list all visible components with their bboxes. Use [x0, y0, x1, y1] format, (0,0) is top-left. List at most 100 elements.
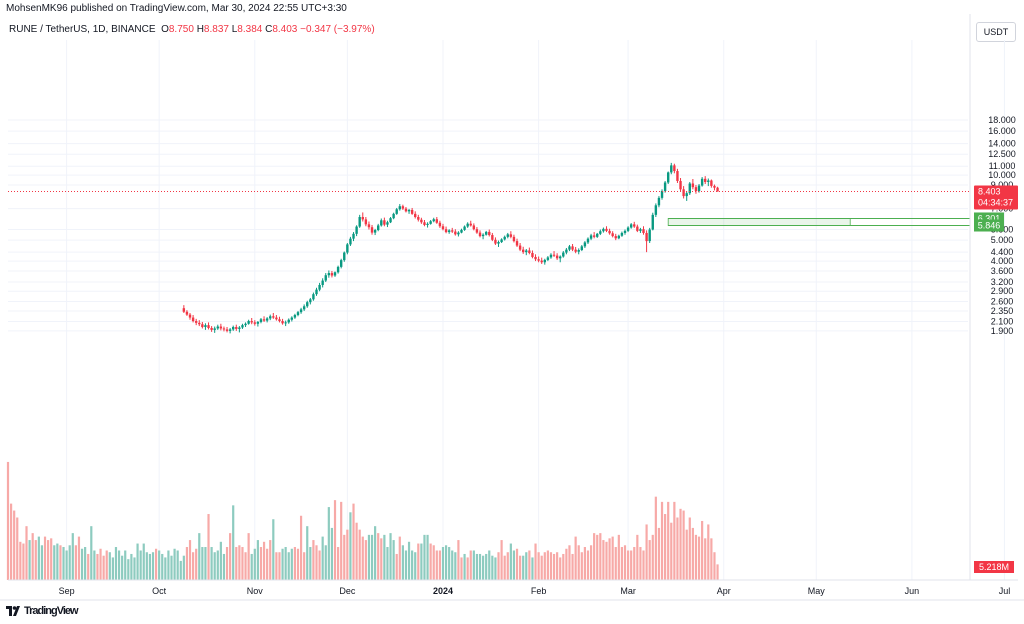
- time-axis: Sep Oct Nov Dec 2024 Feb Mar Apr May Jun Jul: [0, 579, 1024, 601]
- volume-bar: [269, 540, 272, 580]
- volume-bar: [336, 547, 340, 580]
- candle-body: [293, 315, 297, 318]
- volume-bar: [401, 545, 404, 580]
- candle-body: [330, 273, 334, 276]
- candle-body: [506, 234, 509, 237]
- last-price-label: 8.403: [978, 186, 1001, 196]
- price-tick-label: 3.600: [991, 266, 1014, 276]
- candle-body: [552, 254, 556, 256]
- change-value: −0.347 (−3.97%): [300, 24, 375, 35]
- candle-body: [697, 185, 701, 191]
- volume-bar: [278, 552, 281, 580]
- volume-bar: [549, 552, 553, 580]
- volume-bar: [429, 543, 432, 580]
- volume-bar: [500, 540, 503, 580]
- volume-bar: [701, 520, 704, 580]
- symbol-name[interactable]: RUNE / TetherUS, 1D, BINANCE: [9, 24, 156, 35]
- candle-body: [339, 260, 343, 267]
- volume-bar: [105, 550, 108, 580]
- candle-body: [235, 327, 238, 329]
- volume-bar: [577, 545, 580, 580]
- candle-body: [491, 235, 494, 240]
- volume-bar: [25, 526, 28, 580]
- volume-bar: [53, 545, 56, 580]
- candle-body: [201, 324, 204, 328]
- candle-body: [497, 242, 500, 244]
- volume-bar: [475, 553, 479, 580]
- volume-bar: [108, 552, 111, 580]
- last-price-badge: [974, 185, 1018, 210]
- time-tick-label: Feb: [531, 586, 547, 596]
- volume-bars: [6, 461, 719, 580]
- volume-bar: [102, 555, 105, 580]
- candle-body: [534, 256, 537, 260]
- volume-bar: [522, 555, 525, 580]
- symbol-legend[interactable]: RUNE / TetherUS, 1D, BINANCE O8.750 H8.8…: [9, 24, 375, 35]
- volume-bar: [247, 533, 250, 580]
- volume-bar: [216, 550, 219, 580]
- volume-bar: [124, 550, 127, 580]
- candle-body: [426, 223, 429, 225]
- candle-body: [663, 182, 667, 191]
- candle-body: [398, 206, 401, 210]
- volume-bar: [9, 503, 13, 580]
- currency-button[interactable]: USDT: [976, 22, 1016, 42]
- candle-body: [232, 327, 235, 330]
- volume-bar: [537, 552, 540, 580]
- candle-body: [355, 226, 358, 234]
- candle-body: [679, 180, 682, 190]
- volume-bar: [685, 529, 688, 580]
- volume-bar: [272, 519, 275, 580]
- volume-bar: [244, 552, 247, 580]
- volume-bar: [506, 552, 509, 580]
- volume-bar: [654, 496, 657, 580]
- volume-bar: [222, 553, 226, 580]
- candle-body: [275, 317, 278, 320]
- candle-body: [423, 222, 426, 225]
- volume-bar: [423, 534, 426, 580]
- price-tick-label: 2.100: [991, 316, 1014, 326]
- volume-bar: [151, 552, 155, 580]
- volume-bar: [636, 534, 639, 580]
- candle-body: [620, 232, 624, 236]
- volume-bar: [207, 514, 210, 580]
- volume-bar: [451, 550, 454, 580]
- candle-body: [577, 250, 580, 252]
- candle-body: [614, 236, 617, 239]
- candle-body: [583, 242, 587, 247]
- volume-bar: [161, 553, 164, 580]
- candle-body: [272, 316, 275, 318]
- volume-bar: [543, 552, 546, 580]
- volume-bar: [630, 550, 633, 580]
- candle-body: [407, 209, 411, 212]
- volume-bar: [599, 533, 602, 580]
- volume-bar: [259, 547, 263, 580]
- time-tick-label: Jul: [999, 586, 1011, 596]
- volume-bar: [466, 557, 469, 580]
- volume-bar: [617, 534, 620, 580]
- candle-body: [253, 322, 256, 324]
- candle-body: [571, 246, 574, 250]
- candle-body: [710, 180, 713, 186]
- volume-bar: [407, 541, 411, 580]
- volume-bar: [309, 547, 312, 580]
- volume-bar: [133, 557, 136, 580]
- volume-bar: [28, 540, 31, 580]
- candle-body: [666, 172, 670, 183]
- volume-bar: [534, 543, 537, 580]
- time-tick-label: Apr: [717, 586, 731, 596]
- footer-brand[interactable]: TradingView: [6, 605, 79, 617]
- volume-bar: [179, 560, 182, 580]
- volume-bar: [327, 507, 330, 580]
- candle-body: [228, 329, 232, 331]
- candle-body: [716, 187, 719, 192]
- volume-bar: [707, 524, 710, 580]
- candle-body: [537, 259, 540, 261]
- volume-bar: [229, 533, 232, 580]
- candle-body: [247, 321, 250, 324]
- volume-bar: [213, 552, 216, 580]
- volume-bar: [47, 540, 50, 580]
- candle-body: [302, 306, 306, 310]
